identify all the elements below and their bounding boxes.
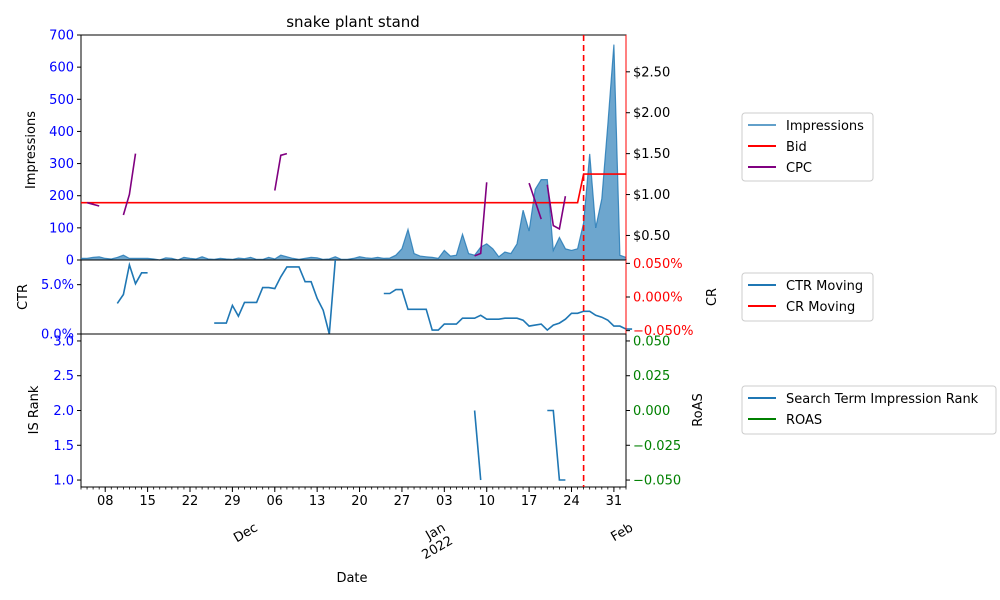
rank-axis-ticks: 1.0 1.5 2.0 2.5 3.0 <box>53 334 81 489</box>
date-tick-label: 20 <box>351 494 368 509</box>
impressions-tick-label: 400 <box>49 125 74 140</box>
price-tick-label: $1.50 <box>633 147 670 162</box>
impressions-tick-label: 0 <box>66 254 74 269</box>
cpc-series <box>86 152 567 257</box>
price-tick-label: $2.50 <box>633 65 670 80</box>
date-tick-label: 15 <box>139 494 156 509</box>
date-axis-label: Date <box>336 571 367 586</box>
date-tick-label: 17 <box>521 494 538 509</box>
cpc-line <box>86 201 100 207</box>
impressions-line <box>81 44 627 261</box>
date-tick-label: 31 <box>606 494 623 509</box>
date-tick-label: 08 <box>97 494 114 509</box>
ctr-moving-series <box>116 259 633 335</box>
ctr-moving-line <box>383 288 633 332</box>
cr-tick-label: 0.000% <box>633 291 683 306</box>
ctr-tick-label: 0.0% <box>41 328 74 343</box>
roas-tick-label: 0.050 <box>633 334 670 349</box>
impressions-tick-label: 300 <box>49 157 74 172</box>
date-tick-label: 10 <box>478 494 495 509</box>
legend-ctr: CTR Moving <box>786 279 863 294</box>
price-tick-label: $1.00 <box>633 188 670 203</box>
bottom-legend: Search Term Impression Rank ROAS <box>741 385 997 435</box>
cpc-line <box>122 153 137 216</box>
date-tick-label: 13 <box>309 494 326 509</box>
bottom-legend-box <box>741 385 997 435</box>
top-legend: Impressions Bid CPC <box>741 112 874 182</box>
rank-line <box>547 409 566 481</box>
impressions-panel: 0 100 200 300 400 500 600 700 $0.50 $1.00 $1.50 $2… <box>24 29 670 269</box>
impressions-tick-label: 500 <box>49 93 74 108</box>
roas-tick-label: −0.050 <box>633 474 681 489</box>
ctr-tick-label: 5.0% <box>41 278 74 293</box>
impressions-series <box>81 44 627 261</box>
legend-rank: Search Term Impression Rank <box>786 392 979 407</box>
roas-tick-label: −0.025 <box>633 439 681 454</box>
roas-tick-label: 0.025 <box>633 369 670 384</box>
cr-axis-label: CR <box>705 288 720 306</box>
rank-series <box>473 409 566 481</box>
top-legend-box <box>741 112 874 182</box>
legend-impressions: Impressions <box>786 119 864 134</box>
ctr-moving-line <box>116 261 148 304</box>
rank-tick-label: 1.5 <box>53 439 74 454</box>
price-tick-label: $2.00 <box>633 106 670 121</box>
date-tick-label: 27 <box>394 494 411 509</box>
cr-axis-ticks: −0.050% 0.000% 0.050% <box>625 257 693 339</box>
legend-cr: CR Moving <box>786 300 855 315</box>
legend-bid: Bid <box>786 140 807 155</box>
ctr-axis-ticks: 0.0% 5.0% <box>41 278 81 343</box>
rank-tick-label: 1.0 <box>53 474 74 489</box>
chart-title: snake plant stand <box>286 13 420 31</box>
ctr-moving-line <box>214 259 337 335</box>
cr-tick-label: 0.050% <box>633 257 683 272</box>
date-tick-label: 06 <box>267 494 284 509</box>
ctr-axis-label: CTR <box>16 284 31 310</box>
date-tick-label: 22 <box>182 494 199 509</box>
price-axis-ticks: $0.50 $1.00 $1.50 $2.00 $2.50 <box>625 35 670 260</box>
cpc-line <box>528 182 542 220</box>
impressions-tick-label: 700 <box>49 29 74 44</box>
cpc-line <box>274 152 288 191</box>
price-tick-label: $0.50 <box>633 229 670 244</box>
impressions-axis-ticks: 0 100 200 300 400 500 600 700 <box>49 29 81 269</box>
roas-axis-label: RoAS <box>691 393 706 427</box>
rank-panel: 1.0 1.5 2.0 2.5 3.0 −0.050 −0.025 0.000 0.025 0.… <box>27 333 706 489</box>
impressions-tick-label: 100 <box>49 221 74 236</box>
roas-tick-label: 0.000 <box>633 404 670 419</box>
bid-series <box>81 173 626 204</box>
cpc-line <box>546 184 567 231</box>
rank-tick-label: 2.0 <box>53 404 74 419</box>
impressions-tick-label: 600 <box>49 61 74 76</box>
rank-axis-label: IS Rank <box>27 385 42 434</box>
impressions-axis-label: Impressions <box>24 111 39 189</box>
cpc-line <box>474 182 488 257</box>
date-tick-label: 03 <box>436 494 453 509</box>
middle-legend: CTR Moving CR Moving <box>741 272 874 322</box>
legend-cpc: CPC <box>786 161 812 176</box>
rank-tick-label: 3.0 <box>53 334 74 349</box>
rank-tick-label: 2.5 <box>53 369 74 384</box>
cr-tick-label: −0.050% <box>633 324 693 339</box>
roas-axis-ticks: −0.050 −0.025 0.000 0.025 0.050 <box>626 334 681 489</box>
bid-line <box>81 173 626 204</box>
legend-roas: ROAS <box>786 413 822 428</box>
date-tick-label: 24 <box>563 494 580 509</box>
rank-line <box>473 410 482 481</box>
impressions-tick-label: 200 <box>49 189 74 204</box>
date-tick-label: 29 <box>224 494 241 509</box>
